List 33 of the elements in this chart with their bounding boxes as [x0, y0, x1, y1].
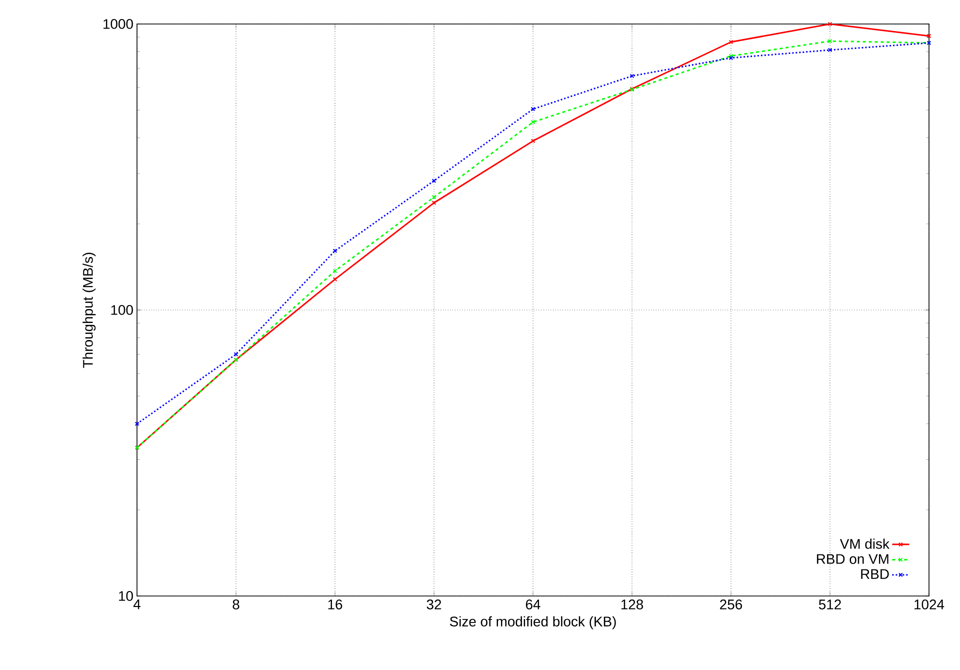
y-tick-label: 10	[119, 591, 133, 601]
x-tick-label: 256	[720, 600, 742, 610]
x-tick-label: 64	[526, 600, 540, 610]
x-axis-title: Size of modified block (KB)	[450, 616, 616, 630]
point	[530, 138, 536, 144]
y-tick-label: 1000	[104, 19, 133, 29]
point	[432, 194, 436, 200]
point	[828, 48, 832, 52]
x-tick-label: 32	[426, 600, 442, 610]
point	[332, 268, 338, 274]
x-tick-label: 128	[621, 600, 644, 610]
legend-label: RBD on VM	[816, 554, 888, 564]
x-tick-label: 16	[328, 600, 342, 610]
point	[432, 200, 436, 205]
point	[332, 248, 338, 254]
point	[728, 40, 734, 44]
point	[134, 422, 140, 426]
point	[432, 178, 436, 183]
point	[828, 38, 832, 44]
legend-label: RBD	[861, 569, 889, 579]
point	[234, 352, 238, 356]
point	[530, 120, 536, 124]
point	[828, 22, 832, 26]
x-tick-label: 8	[232, 600, 240, 610]
x-tick-label: 512	[818, 600, 841, 610]
point	[530, 106, 536, 112]
point	[630, 74, 634, 78]
y-axis-title: Throughput (MB/s)	[82, 252, 96, 368]
point	[332, 277, 338, 282]
legend-label: VM disk	[840, 538, 890, 549]
x-tick-label: 1024	[914, 600, 944, 610]
x-tick-label: 4	[133, 600, 140, 610]
y-tick-label: 100	[111, 305, 133, 315]
